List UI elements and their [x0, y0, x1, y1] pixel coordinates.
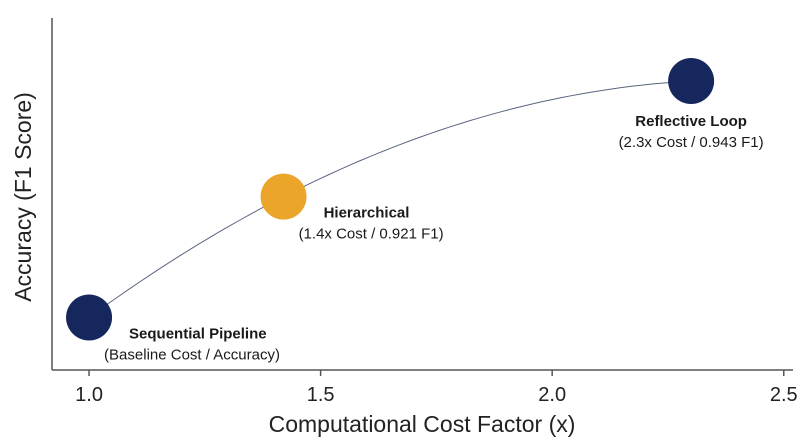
- point-name-2: Reflective Loop: [635, 113, 747, 130]
- point-hierarchical: [260, 173, 307, 220]
- point-detail-1: (1.4x Cost / 0.921 F1): [299, 226, 444, 243]
- point-name-1: Hierarchical: [324, 205, 410, 222]
- x-axis-label: Computational Cost Factor (x): [269, 411, 576, 437]
- x-ticks: 1.0 1.5 2.0 2.5: [75, 370, 798, 406]
- point-name-0: Sequential Pipeline: [129, 325, 267, 342]
- point-reflective-loop: [668, 58, 715, 105]
- trend-line: [88, 80, 692, 318]
- x-tick-label-2: 2.0: [538, 384, 566, 406]
- data-points: [66, 58, 715, 341]
- y-axis-label: Accuracy (F1 Score): [10, 92, 36, 302]
- point-detail-2: (2.3x Cost / 0.943 F1): [619, 134, 764, 151]
- x-tick-label-1: 1.5: [307, 384, 335, 406]
- point-labels: Sequential Pipeline (Baseline Cost / Accu…: [104, 113, 764, 363]
- point-detail-0: (Baseline Cost / Accuracy): [104, 346, 280, 363]
- point-sequential-pipeline: [66, 294, 113, 341]
- x-tick-label-0: 1.0: [75, 384, 103, 406]
- axes: [51, 18, 793, 371]
- x-tick-label-3: 2.5: [770, 384, 798, 406]
